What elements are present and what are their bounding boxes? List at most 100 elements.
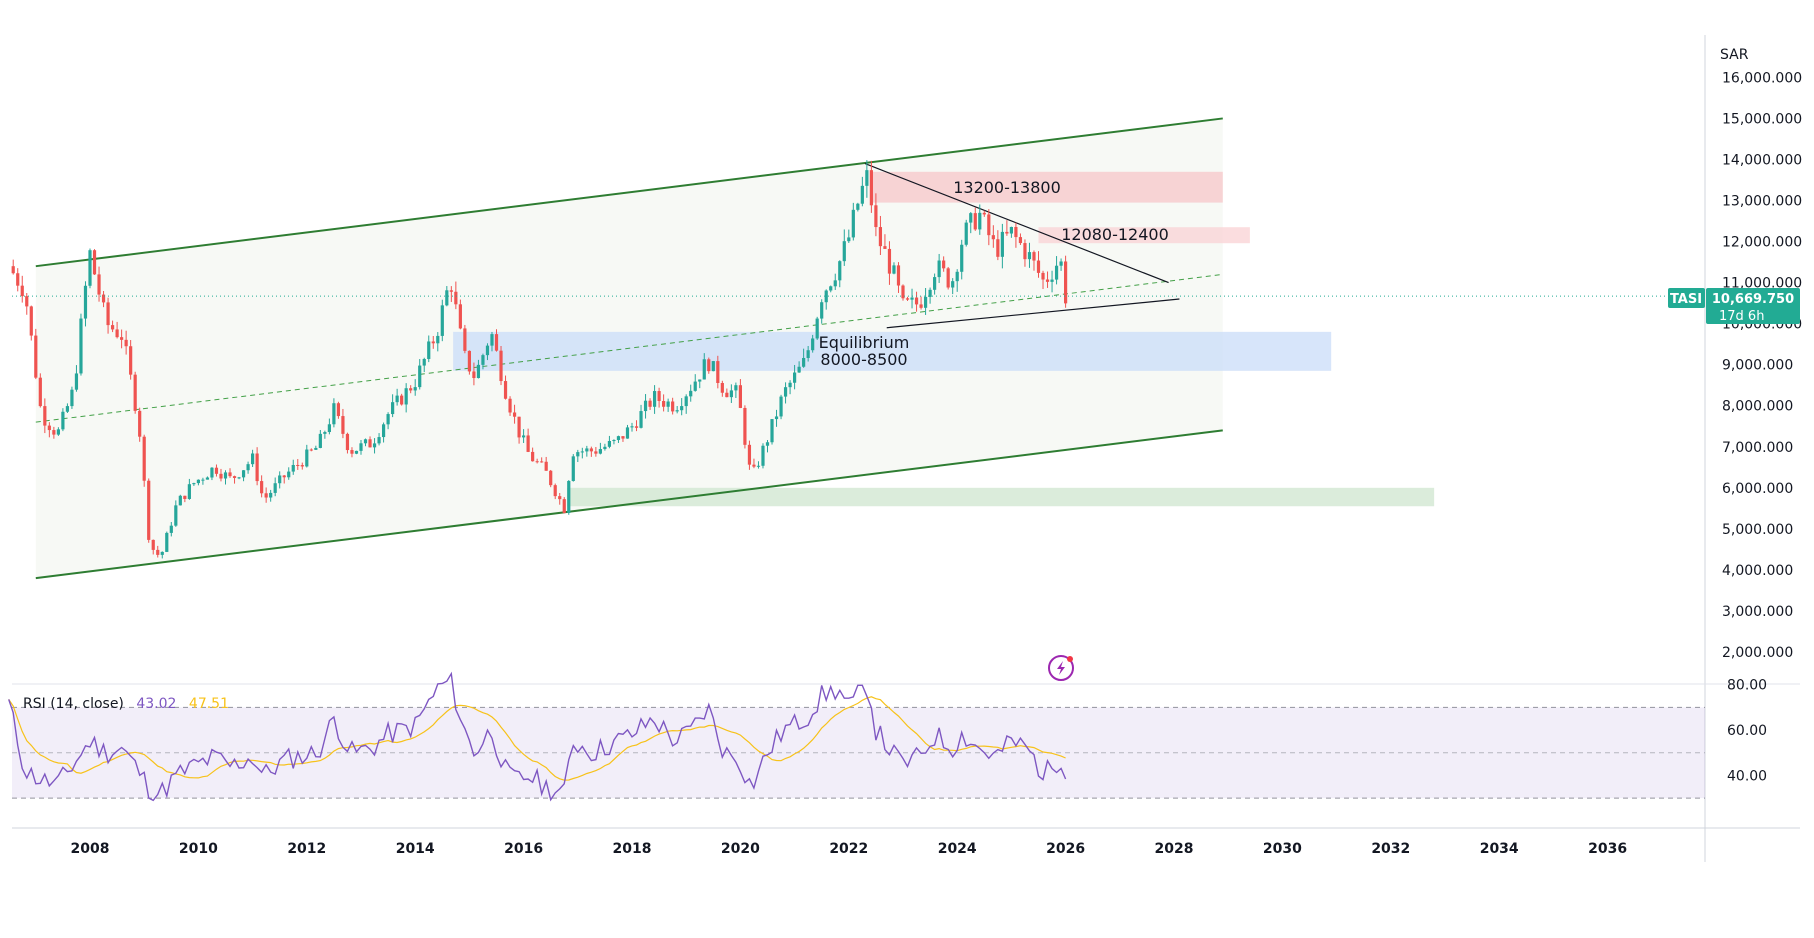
candle-body xyxy=(693,381,697,391)
candle-body xyxy=(314,447,318,450)
channel-upper-line xyxy=(35,117,1223,268)
candle-body xyxy=(765,442,770,446)
candle-body xyxy=(278,475,282,484)
candle-body xyxy=(422,358,426,366)
candle-body xyxy=(598,449,602,454)
candle-body xyxy=(61,411,65,430)
candle-body xyxy=(490,334,494,346)
candle-body xyxy=(942,260,946,269)
candle-body xyxy=(860,185,864,204)
candle-body xyxy=(675,410,679,412)
candle-body xyxy=(232,476,237,478)
candle-body xyxy=(517,416,521,438)
candle-body xyxy=(982,212,986,215)
zone-box-0 xyxy=(870,171,1223,203)
candle-body xyxy=(878,227,883,247)
candle-body xyxy=(960,244,964,272)
candles-layer xyxy=(11,160,1068,559)
time-tick-label: 2022 xyxy=(829,841,868,857)
candle-body xyxy=(363,439,368,444)
candle-body xyxy=(580,451,584,453)
rsi-tick-label: 60.00 xyxy=(1727,723,1767,739)
zone-box-2 xyxy=(453,331,1332,371)
candle-body xyxy=(603,446,607,450)
price-tick-label: 15,000.000 xyxy=(1722,111,1802,127)
wedge-lower-line xyxy=(886,298,1180,329)
candle-body xyxy=(711,361,715,372)
candle-body xyxy=(20,285,24,297)
price-tick-label: 4,000.000 xyxy=(1722,563,1793,579)
candle-body xyxy=(833,280,837,287)
candle-body xyxy=(770,419,774,443)
candle-body xyxy=(522,435,526,438)
time-tick-label: 2018 xyxy=(613,841,652,857)
time-tick-label: 2016 xyxy=(504,841,543,857)
candle-body xyxy=(630,426,634,428)
candle-body xyxy=(503,381,508,399)
candle-body xyxy=(820,302,824,319)
candle-body xyxy=(223,472,228,479)
candle-body xyxy=(689,390,693,397)
candle-body xyxy=(205,477,210,480)
last-price-badge[interactable]: 10,669.750 17d 6h xyxy=(1706,288,1800,324)
time-axis[interactable]: 2008 2010 2012 2014 2016 2018 2020 2022 2024 2026… xyxy=(71,841,1628,857)
candle-body xyxy=(576,452,580,457)
lightning-icon[interactable] xyxy=(1048,655,1074,681)
candle-body xyxy=(987,214,991,236)
candle-body xyxy=(169,525,173,533)
candle-body xyxy=(923,296,928,308)
candle-body xyxy=(535,461,539,463)
candle-body xyxy=(79,318,83,374)
candle-body xyxy=(738,385,742,408)
candle-body xyxy=(531,451,535,462)
candle-body xyxy=(788,382,792,388)
candle-body xyxy=(404,388,408,405)
candle-body xyxy=(174,505,178,526)
price-axis[interactable]: 16,000.000 15,000.000 14,000.000 13,000.000… xyxy=(1722,70,1802,661)
candle-body xyxy=(797,366,801,373)
candle-body xyxy=(395,395,399,403)
symbol-badge[interactable]: TASI xyxy=(1668,288,1705,308)
candle-body xyxy=(973,213,977,230)
candle-body xyxy=(219,473,223,479)
candle-body xyxy=(70,389,74,407)
candle-body xyxy=(309,449,313,451)
candle-body xyxy=(142,436,146,481)
candle-body xyxy=(558,496,562,500)
candle-body xyxy=(643,400,648,412)
candle-body xyxy=(928,289,932,297)
candle-body xyxy=(779,396,783,417)
price-tick-label: 13,000.000 xyxy=(1722,194,1802,210)
candle-body xyxy=(824,290,828,303)
candle-body xyxy=(639,411,643,428)
candle-body xyxy=(165,532,169,552)
candle-body xyxy=(955,271,959,282)
rsi-axis[interactable]: 80.00 60.00 40.00 xyxy=(1727,678,1767,785)
rsi-ma-line xyxy=(8,696,1066,781)
candle-body xyxy=(264,493,268,498)
zone-label-equilibrium-range: 8000-8500 xyxy=(820,350,907,369)
candle-body xyxy=(702,359,706,380)
price-tick-label: 12,000.000 xyxy=(1722,235,1802,251)
candle-body xyxy=(761,445,765,466)
zone-label-13200-13800: 13200-13800 xyxy=(953,178,1061,197)
candle-body xyxy=(241,470,246,478)
rsi-legend[interactable]: RSI (14, close) 43.02 47.51 xyxy=(23,696,229,712)
symbol-label: TASI xyxy=(1670,292,1702,307)
candle-body xyxy=(454,291,458,305)
candle-body xyxy=(228,472,232,477)
candle-body xyxy=(210,467,214,478)
candle-body xyxy=(201,479,205,481)
candle-body xyxy=(883,246,887,249)
candle-body xyxy=(571,456,575,481)
candle-body xyxy=(783,387,788,397)
candle-body xyxy=(1023,243,1027,260)
time-tick-label: 2008 xyxy=(71,841,110,857)
candle-body xyxy=(29,306,33,336)
candle-body xyxy=(621,436,625,439)
candle-body xyxy=(467,350,471,372)
candle-body xyxy=(829,286,833,291)
candle-body xyxy=(964,222,968,245)
rsi-value: 43.02 xyxy=(136,696,176,712)
